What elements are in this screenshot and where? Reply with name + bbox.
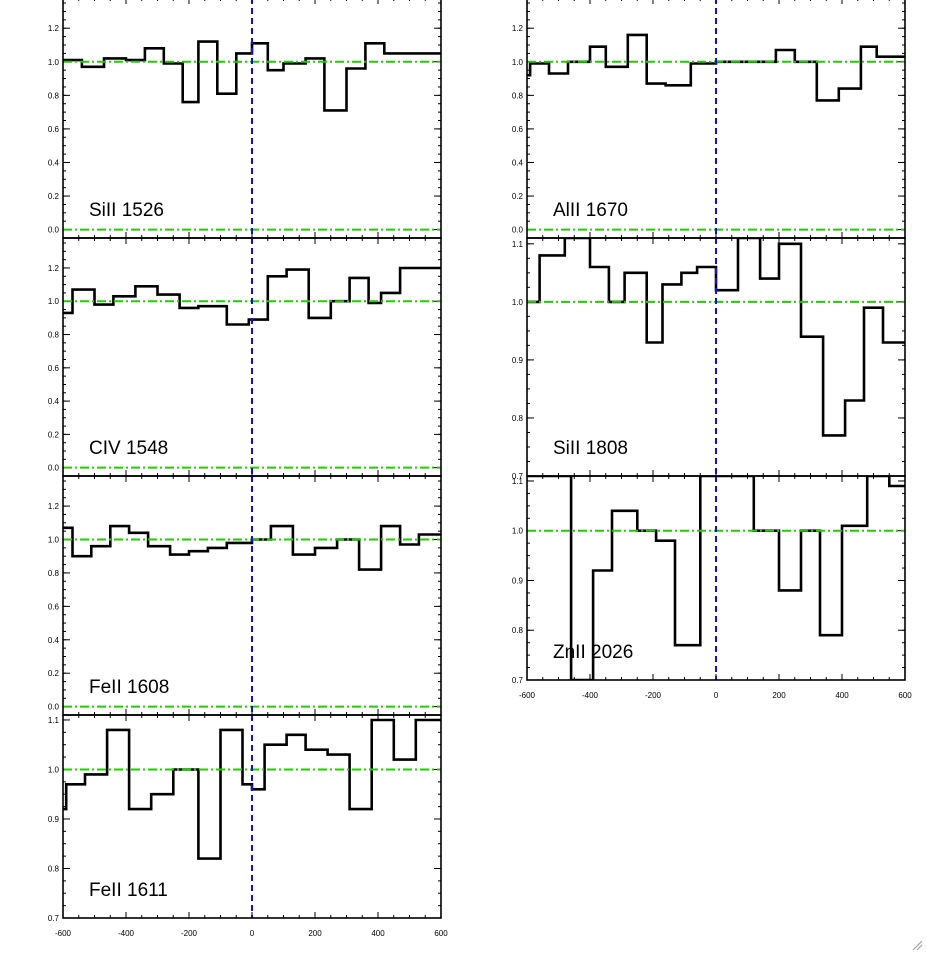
spectrum-step-line (63, 524, 441, 571)
y-tick-label: 0.2 (48, 430, 60, 439)
y-tick-label: 1.0 (512, 58, 524, 67)
y-tick-label: 0.4 (48, 636, 60, 645)
resize-grip-icon[interactable] (911, 939, 923, 951)
y-tick-label: 0.2 (512, 192, 524, 201)
y-tick-label: 0.4 (48, 158, 60, 167)
y-tick-label: 1.2 (48, 24, 60, 33)
y-tick-label: 1.1 (512, 477, 524, 486)
spectrum-step-line (527, 476, 905, 680)
x-tick-label: -400 (118, 929, 135, 938)
y-tick-label: 0.6 (48, 364, 60, 373)
y-tick-label: 0.6 (512, 125, 524, 134)
y-tick-label: 0.9 (512, 576, 524, 585)
x-tick-label: 400 (371, 929, 385, 938)
y-tick-label: 1.2 (48, 264, 60, 273)
y-tick-label: 1.1 (512, 240, 524, 249)
y-tick-label: 1.1 (48, 716, 60, 725)
panel-label: FeII 1608 (89, 677, 169, 698)
spectrum-step-line (63, 718, 441, 860)
y-tick-label: 0.6 (48, 602, 60, 611)
panel-znii-2026: 0.7 0.8 0.9 1.0 1.1 -600 -400 -200 0 200 400 600 ZnI… (512, 475, 912, 700)
y-tick-label: 0.9 (512, 356, 524, 365)
y-tick-label: 1.0 (48, 765, 60, 774)
panel-label: FeII 1611 (89, 880, 168, 901)
x-tick-label: 200 (308, 929, 322, 938)
y-tick-label: 1.2 (512, 24, 524, 33)
panel-label: CIV 1548 (89, 438, 168, 459)
y-tick-label: 0.8 (48, 331, 60, 340)
y-tick-label: 0.4 (48, 397, 60, 406)
y-tick-label: 0.6 (48, 125, 60, 134)
y-tick-label: 0.8 (512, 91, 524, 100)
spectrum-step-line (63, 266, 441, 326)
y-tick-label: 0.8 (512, 414, 524, 423)
spectrum-step-line (527, 238, 905, 437)
x-tick-label: -600 (55, 929, 72, 938)
y-tick-label: 0.0 (48, 703, 60, 712)
y-tick-label: 0.8 (512, 626, 524, 635)
y-tick-label: 0.4 (512, 158, 524, 167)
x-tick-label: -200 (181, 929, 198, 938)
y-tick-label: 0.0 (48, 226, 60, 235)
panel-label: SiII 1808 (553, 438, 628, 459)
y-tick-label: 1.0 (512, 298, 524, 307)
y-tick-label: 0.8 (48, 864, 60, 873)
x-tick-label: 600 (434, 929, 448, 938)
panel-feii-1611: 0.7 0.8 0.9 1.0 1.1 -600 -400 -200 0 200 400 600 FeI… (48, 714, 448, 938)
x-tick-label: 600 (898, 691, 912, 700)
y-tick-label: 1.0 (512, 527, 524, 536)
panel-siii-1808: 0.7 0.8 0.9 1.0 1.1 SiII 1808 (512, 237, 906, 481)
y-tick-label: 0.8 (48, 569, 60, 578)
x-tick-label: 0 (250, 929, 255, 938)
spectrum-step-line (63, 40, 441, 112)
y-tick-label: 0.7 (512, 472, 524, 481)
y-tick-label: 0.8 (48, 91, 60, 100)
y-tick-label: 1.0 (48, 536, 60, 545)
x-tick-label: -200 (645, 691, 662, 700)
y-tick-label: 1.2 (48, 502, 60, 511)
x-tick-label: 0 (714, 691, 719, 700)
y-tick-label: 0.2 (48, 669, 60, 678)
panel-label: SiII 1526 (89, 200, 164, 221)
panel-frame (526, 475, 906, 681)
panel-label: ZnII 2026 (553, 642, 633, 663)
y-tick-label: 0.7 (512, 676, 524, 685)
y-tick-label: 1.0 (48, 58, 60, 67)
x-tick-label: -400 (582, 691, 599, 700)
panel-siii-1526: 0.0 0.2 0.4 0.6 0.8 1.0 1.2 SiII 1526 (48, 0, 442, 239)
y-tick-label: 0.0 (512, 226, 524, 235)
x-tick-label: 200 (772, 691, 786, 700)
panel-alii-1670: 0.0 0.2 0.4 0.6 0.8 1.0 1.2 AlII 1670 (512, 0, 906, 239)
panel-civ-1548: 0.0 0.2 0.4 0.6 0.8 1.0 1.2 CIV 1548 (48, 237, 442, 477)
x-tick-label: 400 (835, 691, 849, 700)
panel-feii-1608: 0.0 0.2 0.4 0.6 0.8 1.0 1.2 FeII 1608 (48, 475, 442, 716)
y-tick-label: 0.0 (48, 464, 60, 473)
y-tick-label: 1.0 (48, 297, 60, 306)
panel-frame (62, 714, 442, 919)
y-tick-label: 0.9 (48, 815, 60, 824)
panel-label: AlII 1670 (553, 200, 628, 221)
y-tick-label: 0.7 (48, 914, 60, 923)
x-tick-label: -600 (519, 691, 536, 700)
y-tick-label: 0.2 (48, 192, 60, 201)
